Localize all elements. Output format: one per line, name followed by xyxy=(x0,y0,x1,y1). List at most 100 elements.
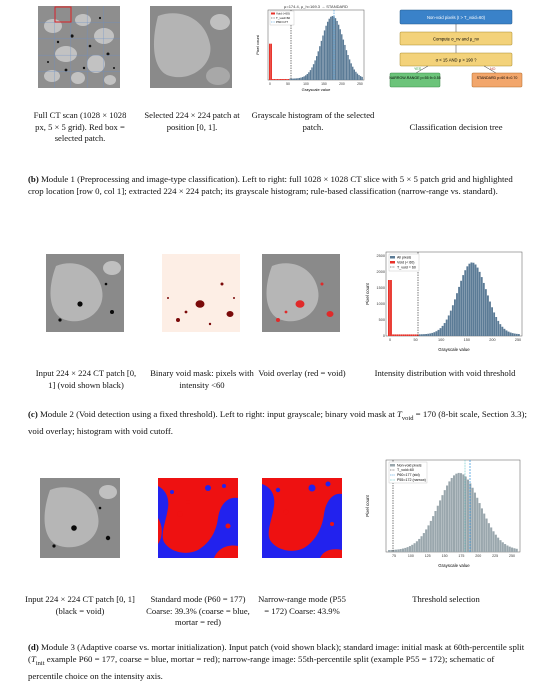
histogram-bar xyxy=(402,334,405,336)
legend-tvoid: T_void=60 xyxy=(276,16,290,20)
tick-label: 150 xyxy=(442,554,448,558)
histogram-bar xyxy=(415,541,418,552)
histogram-bar xyxy=(425,334,427,336)
histogram-bar xyxy=(336,20,338,80)
histogram-bar xyxy=(449,310,452,336)
tree-node-narrow: NARROW-RANGE p=55 θ=0.55 xyxy=(389,76,440,80)
histogram-bar xyxy=(441,495,444,552)
histogram-bar xyxy=(456,293,458,336)
histogram-bar xyxy=(348,59,351,80)
histogram-bar xyxy=(337,24,340,80)
tree-node-nonvoid: Non-void pixels (I > T_void=60) xyxy=(427,15,486,20)
histogram-bar xyxy=(478,271,481,336)
histogram-bar xyxy=(353,69,356,80)
histogram-bar xyxy=(455,473,458,552)
histogram-bar xyxy=(513,333,516,336)
histogram-bar xyxy=(468,263,471,336)
histogram-bar xyxy=(408,546,411,552)
histogram-bar xyxy=(323,30,326,80)
histogram-bar xyxy=(414,334,417,336)
void-overlay-image xyxy=(262,254,340,332)
histogram-bar xyxy=(418,334,421,336)
histogram-bar xyxy=(320,40,323,80)
histogram-bar xyxy=(429,333,432,336)
histogram-bar xyxy=(447,315,450,336)
histogram-bar xyxy=(445,319,448,336)
histogram-bar xyxy=(505,330,508,336)
para-c-text-1: Module 2 (Void detection using a fixed t… xyxy=(39,409,397,419)
histogram-bar xyxy=(487,523,490,552)
histogram-bar xyxy=(359,76,362,80)
histogram-bar xyxy=(410,334,413,336)
histogram-bar xyxy=(495,317,498,336)
hist-xlabel: Grayscale value xyxy=(438,563,470,568)
selected-patch-image xyxy=(150,6,232,88)
tick-label: 500 xyxy=(379,318,385,322)
histogram-bar xyxy=(298,77,301,80)
legend-p60: P60=177 xyxy=(276,20,288,24)
histogram-bar xyxy=(394,334,397,336)
tick-label: 100 xyxy=(303,82,309,86)
histogram-bar xyxy=(281,79,283,80)
histogram-bar xyxy=(314,60,316,80)
histogram-bar xyxy=(515,548,518,552)
histogram-bar xyxy=(269,43,271,80)
histogram-bar xyxy=(443,323,446,336)
histogram-bar xyxy=(501,326,504,336)
row2-histogram: All pixels Void (< 60) T_void = 60 0 50 10… xyxy=(364,248,526,358)
histogram-bar xyxy=(487,295,489,336)
histogram-bar xyxy=(435,331,438,336)
histogram-bar xyxy=(352,66,354,80)
histogram-bar xyxy=(453,475,456,552)
histogram-bar xyxy=(290,78,293,80)
hist-ylabel: Pixel count xyxy=(365,494,370,516)
narrow-range-mode-mask xyxy=(262,478,342,558)
caption-standard-mode: Standard mode (P60 = 177) Coarse: 39.3% … xyxy=(146,594,250,627)
para-c-subscript: void xyxy=(401,414,414,422)
histogram-bar xyxy=(466,266,469,336)
histogram-bar xyxy=(278,79,280,80)
histogram-bar xyxy=(515,333,518,336)
histogram-bar xyxy=(295,78,298,80)
histogram-bar xyxy=(306,73,309,80)
histogram-bar xyxy=(517,334,520,336)
histogram-bar xyxy=(283,79,285,80)
histogram-bar xyxy=(272,79,274,80)
histogram-bar xyxy=(408,334,411,336)
para-c-label: (c) xyxy=(28,409,38,419)
para-b-label: (b) xyxy=(28,174,39,184)
caption-histogram: Grayscale histogram of the selected patc… xyxy=(251,110,375,132)
histogram-bar xyxy=(292,78,294,80)
histogram-bar xyxy=(345,50,348,80)
histogram-bar xyxy=(390,549,393,552)
histogram-bar xyxy=(301,77,304,80)
para-c-text-2: = 170 (8-bit scale, Section 3.3); void o… xyxy=(28,409,527,436)
histogram-bar xyxy=(497,320,500,336)
histogram-bar xyxy=(396,334,399,336)
histogram-bar xyxy=(413,543,416,552)
histogram-bar xyxy=(457,472,460,552)
histogram-bar xyxy=(356,73,359,80)
histogram-bar xyxy=(406,334,409,336)
caption-intensity-dist: Intensity distribution with void thresho… xyxy=(374,368,516,378)
histogram-bar xyxy=(392,549,395,552)
histogram-bar xyxy=(427,333,430,336)
tick-label: 250 xyxy=(509,554,515,558)
para-d-label: (d) xyxy=(28,642,39,652)
histogram-bar xyxy=(448,481,451,552)
tick-label: 1500 xyxy=(377,286,385,290)
histogram-bar xyxy=(480,508,483,552)
tick-label: 2500 xyxy=(377,254,385,258)
histogram-bar xyxy=(412,334,415,336)
histogram-bar xyxy=(494,534,497,552)
histogram-bar xyxy=(392,334,394,336)
hist-xlabel: Grayscale value xyxy=(438,347,470,352)
tick-label: 200 xyxy=(489,338,495,342)
histogram-bar xyxy=(490,527,493,552)
histogram-bar xyxy=(270,43,272,80)
histogram-bar xyxy=(339,29,341,81)
histogram-bar xyxy=(433,332,436,336)
histogram-bar xyxy=(431,332,434,336)
histogram-bar xyxy=(275,79,277,80)
histogram-bar xyxy=(308,72,310,80)
